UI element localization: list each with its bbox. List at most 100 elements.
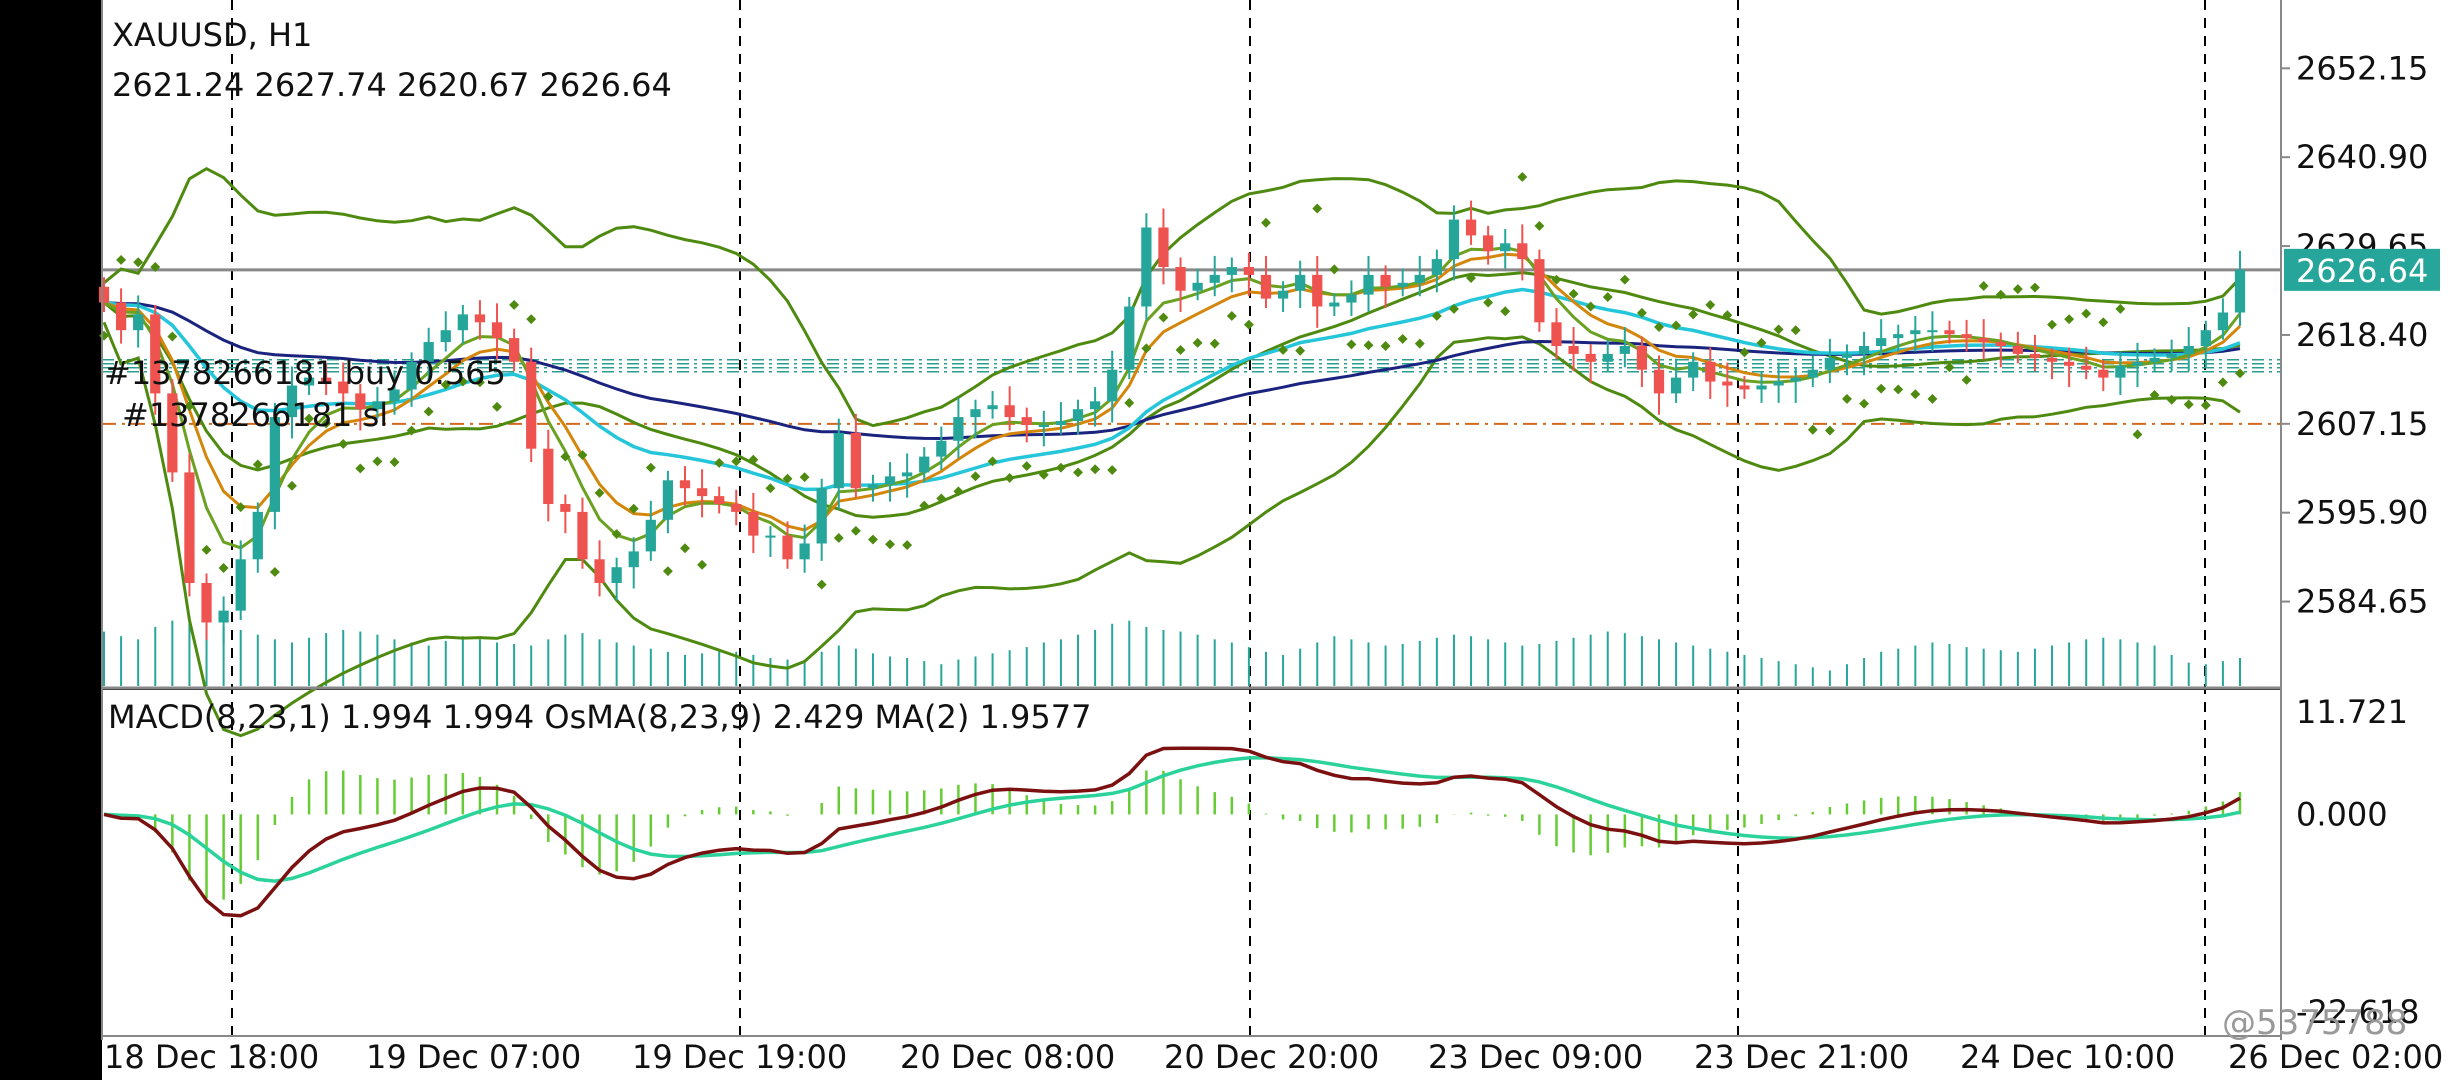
- candle[interactable]: [833, 418, 844, 510]
- candle-body[interactable]: [2098, 369, 2109, 378]
- candle[interactable]: [1568, 327, 1579, 372]
- candle-body[interactable]: [1910, 330, 1921, 335]
- buy-order-label[interactable]: #1378266181 buy 0.565: [104, 354, 506, 392]
- candle-body[interactable]: [1858, 346, 1870, 354]
- candle-body[interactable]: [1192, 282, 1203, 291]
- candle[interactable]: [1380, 265, 1391, 309]
- candle[interactable]: [816, 478, 827, 561]
- candle-body[interactable]: [2115, 365, 2126, 378]
- candle[interactable]: [1602, 339, 1613, 372]
- candle-body[interactable]: [1670, 377, 1682, 394]
- candle[interactable]: [1329, 293, 1340, 316]
- candle[interactable]: [1705, 347, 1716, 399]
- candle-body[interactable]: [816, 488, 827, 544]
- candle-body[interactable]: [2046, 357, 2058, 362]
- candle[interactable]: [2029, 334, 2041, 372]
- candle-body[interactable]: [1978, 338, 1989, 343]
- price-axis[interactable]: 2652.152640.902629.652618.402607.152595.…: [2281, 49, 2428, 1031]
- candle-body[interactable]: [1500, 243, 1511, 252]
- candle-body[interactable]: [338, 381, 349, 394]
- candle[interactable]: [1739, 376, 1750, 399]
- candle-body[interactable]: [1995, 342, 2006, 346]
- candle-body[interactable]: [1653, 369, 1665, 394]
- candle-body[interactable]: [833, 432, 844, 489]
- candle[interactable]: [679, 466, 691, 506]
- candle-body[interactable]: [1585, 353, 1596, 362]
- candle-body[interactable]: [2029, 353, 2041, 358]
- candle[interactable]: [543, 429, 554, 522]
- candle[interactable]: [1141, 213, 1152, 320]
- candle-body[interactable]: [543, 448, 554, 504]
- candle[interactable]: [2234, 250, 2246, 326]
- candle-body[interactable]: [1380, 274, 1391, 287]
- candle-body[interactable]: [1209, 274, 1220, 283]
- candle[interactable]: [286, 366, 298, 439]
- candle-body[interactable]: [167, 393, 178, 473]
- candle[interactable]: [252, 502, 263, 573]
- candle-body[interactable]: [782, 535, 793, 560]
- candle[interactable]: [1807, 355, 1818, 388]
- candle-body[interactable]: [679, 480, 691, 489]
- candle[interactable]: [2098, 360, 2109, 392]
- candle-body[interactable]: [1773, 381, 1784, 386]
- candle[interactable]: [133, 295, 144, 348]
- candle-body[interactable]: [457, 314, 468, 331]
- candle[interactable]: [406, 352, 417, 407]
- candle-body[interactable]: [902, 472, 913, 477]
- candle[interactable]: [303, 368, 315, 395]
- candle[interactable]: [1431, 249, 1442, 293]
- candle[interactable]: [560, 494, 571, 534]
- candle-body[interactable]: [2149, 357, 2160, 362]
- candle-body[interactable]: [1414, 274, 1425, 283]
- candle[interactable]: [526, 347, 537, 463]
- candle-body[interactable]: [2234, 269, 2246, 313]
- candle[interactable]: [321, 363, 332, 395]
- candle[interactable]: [2132, 342, 2143, 388]
- candle-body[interactable]: [321, 377, 332, 382]
- candle-body[interactable]: [1329, 302, 1340, 307]
- candle[interactable]: [628, 537, 639, 589]
- candle[interactable]: [1944, 320, 1955, 344]
- candle-body[interactable]: [765, 535, 776, 538]
- candle-body[interactable]: [748, 511, 759, 536]
- candle-body[interactable]: [372, 401, 383, 410]
- candle[interactable]: [1295, 260, 1306, 309]
- candle-body[interactable]: [2081, 365, 2092, 370]
- candle[interactable]: [1175, 257, 1186, 313]
- candle[interactable]: [98, 277, 110, 313]
- candle[interactable]: [799, 524, 810, 573]
- candle-body[interactable]: [1551, 322, 1562, 346]
- candle[interactable]: [1363, 255, 1374, 313]
- candle-body[interactable]: [1124, 306, 1135, 370]
- candle[interactable]: [1414, 255, 1425, 297]
- candle-body[interactable]: [355, 393, 366, 410]
- candle[interactable]: [645, 500, 656, 561]
- candle-body[interactable]: [1431, 259, 1442, 275]
- candle-body[interactable]: [235, 559, 246, 611]
- candle-body[interactable]: [98, 286, 110, 303]
- candle[interactable]: [201, 573, 212, 640]
- candle[interactable]: [2200, 320, 2211, 368]
- candle[interactable]: [867, 474, 879, 502]
- candle[interactable]: [850, 413, 861, 498]
- candle-body[interactable]: [1961, 334, 1972, 339]
- candle-body[interactable]: [1465, 219, 1477, 236]
- candle-body[interactable]: [2200, 330, 2211, 346]
- candle-body[interactable]: [2012, 346, 2023, 354]
- candle[interactable]: [1209, 255, 1220, 297]
- candle[interactable]: [1978, 319, 1989, 360]
- candle-body[interactable]: [1739, 385, 1750, 390]
- candle[interactable]: [2063, 347, 2075, 388]
- candle[interactable]: [338, 362, 349, 411]
- candle[interactable]: [1722, 362, 1733, 407]
- candle-body[interactable]: [867, 484, 879, 489]
- candle[interactable]: [269, 402, 281, 530]
- candle[interactable]: [594, 540, 605, 597]
- candle[interactable]: [1585, 344, 1596, 384]
- candle[interactable]: [2046, 348, 2058, 380]
- candle[interactable]: [953, 398, 964, 459]
- candle-body[interactable]: [1756, 385, 1767, 390]
- candle-body[interactable]: [1722, 381, 1733, 386]
- candle[interactable]: [2183, 327, 2194, 372]
- candle[interactable]: [1483, 225, 1494, 265]
